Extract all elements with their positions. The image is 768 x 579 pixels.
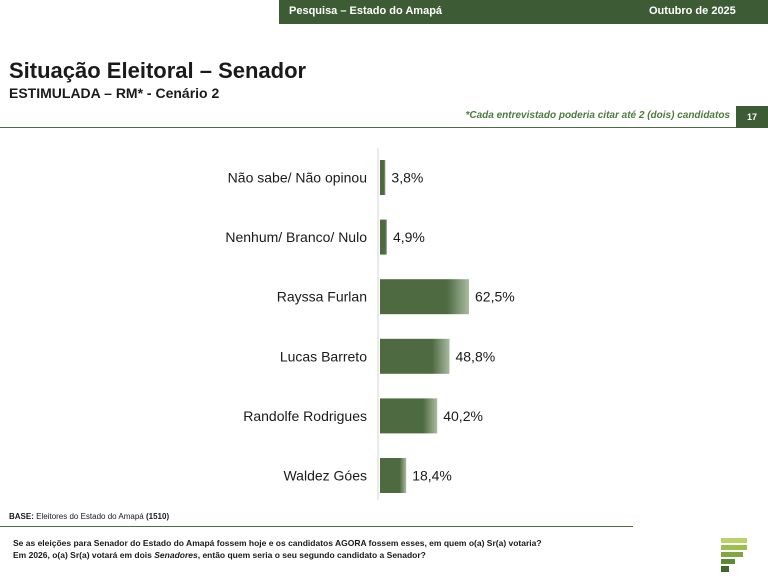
category-label: Randolfe Rodrigues — [243, 408, 367, 424]
base-count: (1510) — [145, 512, 170, 521]
value-label: 62,5% — [475, 289, 515, 305]
base-note: BASE: Eleitores do Estado do Amapá (1510… — [9, 512, 169, 521]
base-label: BASE: — [9, 512, 34, 521]
value-label: 40,2% — [443, 408, 483, 424]
header-date: Outubro de 2025 — [649, 5, 736, 17]
value-label: 48,8% — [455, 348, 495, 364]
question-line-2a: Em 2026, o(a) Sr(a) votará em dois — [13, 550, 155, 560]
category-label: Rayssa Furlan — [277, 289, 367, 305]
question-line-2c: , então quem seria o seu segundo candida… — [197, 550, 426, 560]
category-label: Waldez Góes — [283, 468, 367, 484]
footnote-note: *Cada entrevistado poderia citar até 2 (… — [465, 110, 730, 121]
bar-chart: Não sabe/ Não opinou 3,8% Nenhum/ Branco/ … — [225, 148, 515, 500]
header-bar: Pesquisa – Estado do Amapá Outubro de 20… — [279, 0, 768, 24]
value-label: 4,9% — [393, 229, 425, 245]
bar — [380, 338, 450, 374]
bar — [380, 160, 386, 195]
base-text: Eleitores do Estado do Amapá — [36, 512, 144, 521]
value-label: 3,8% — [391, 170, 423, 186]
bar — [380, 458, 407, 493]
bar — [380, 219, 387, 255]
page-subtitle: ESTIMULADA – RM* - Cenário 2 — [9, 85, 220, 101]
header-divider — [0, 127, 736, 128]
page-title: Situação Eleitoral – Senador — [9, 58, 307, 83]
value-label: 18,4% — [412, 468, 452, 484]
survey-question: Se as eleições para Senador do Estado do… — [13, 537, 542, 561]
header-survey-label: Pesquisa – Estado do Amapá — [289, 5, 443, 17]
question-line-1: Se as eleições para Senador do Estado do… — [13, 538, 542, 548]
page-number: 17 — [736, 106, 768, 128]
bar — [380, 398, 438, 434]
footer-divider — [0, 526, 633, 527]
brand-logo-icon — [721, 538, 747, 572]
category-label: Não sabe/ Não opinou — [228, 170, 367, 186]
category-label: Nenhum/ Branco/ Nulo — [225, 229, 367, 245]
category-label: Lucas Barreto — [280, 348, 367, 364]
bar — [380, 279, 469, 315]
question-line-2b: Senadores — [154, 550, 198, 560]
